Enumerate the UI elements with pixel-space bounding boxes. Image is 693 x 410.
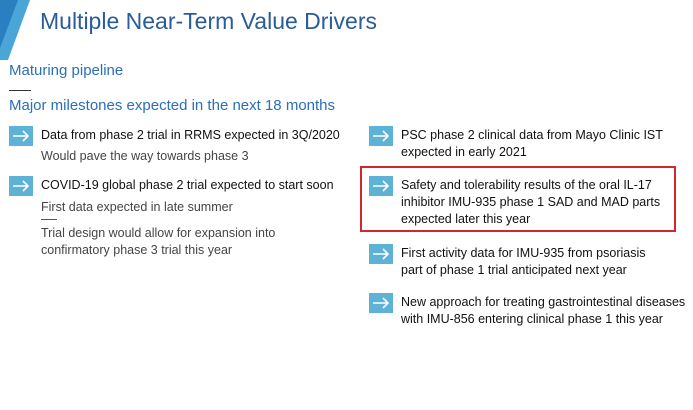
arrow-right-icon xyxy=(369,244,393,264)
milestone-psc: PSC phase 2 clinical data from Mayo Clin… xyxy=(369,126,689,162)
highlight-box xyxy=(360,166,676,232)
milestone-imu856: New approach for treating gastrointestin… xyxy=(369,293,691,329)
milestone-subtext: confirmatory phase 3 trial this year xyxy=(41,243,233,257)
subtitle: Maturing pipeline xyxy=(9,62,124,79)
page-title: Multiple Near-Term Value Drivers xyxy=(40,8,377,34)
milestone-covid: COVID-19 global phase 2 trial expected t… xyxy=(9,176,349,266)
milestone-line: inhibitor IMU-935 phase 1 SAD and MAD pa… xyxy=(401,195,661,209)
milestone-line: part of phase 1 trial anticipated next y… xyxy=(401,263,627,277)
milestone-line: Safety and tolerability results of the o… xyxy=(401,178,652,192)
milestone-subtext: First data expected in late summer xyxy=(41,200,233,214)
milestone-line: expected later this year xyxy=(401,212,531,226)
milestone-line: First activity data for IMU-935 from pso… xyxy=(401,246,646,260)
milestone-subtext: Trial design would allow for expansion i… xyxy=(41,226,276,240)
milestone-imu935-psoriasis: First activity data for IMU-935 from pso… xyxy=(369,244,689,280)
milestone-imu935-safety: Safety and tolerability results of the o… xyxy=(369,176,679,230)
arrow-right-icon xyxy=(9,126,33,146)
arrow-right-icon xyxy=(9,176,33,196)
divider xyxy=(9,90,31,91)
milestone-line: expected in early 2021 xyxy=(401,145,527,159)
corner-decoration-icon xyxy=(0,0,30,60)
milestone-heading: Data from phase 2 trial in RRMS expected… xyxy=(41,128,340,142)
section-heading: Major milestones expected in the next 18… xyxy=(9,97,336,114)
milestone-rrms: Data from phase 2 trial in RRMS expected… xyxy=(9,126,349,166)
milestone-line: PSC phase 2 clinical data from Mayo Clin… xyxy=(401,128,663,142)
arrow-right-icon xyxy=(369,293,393,313)
milestone-heading: COVID-19 global phase 2 trial expected t… xyxy=(41,178,334,192)
milestone-subtext: Would pave the way towards phase 3 xyxy=(41,149,249,163)
arrow-right-icon xyxy=(369,126,393,146)
sub-divider xyxy=(41,219,57,220)
arrow-right-icon xyxy=(369,176,393,196)
milestone-line: with IMU-856 entering clinical phase 1 t… xyxy=(401,312,663,326)
milestone-line: New approach for treating gastrointestin… xyxy=(401,295,686,309)
